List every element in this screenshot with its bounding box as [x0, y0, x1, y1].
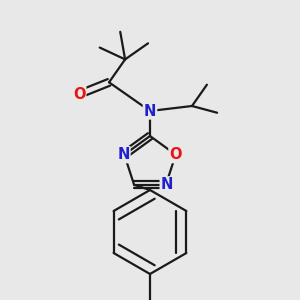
Text: O: O — [73, 87, 85, 102]
Text: N: N — [117, 147, 130, 162]
Text: N: N — [144, 103, 156, 118]
Text: O: O — [169, 147, 182, 162]
Text: N: N — [161, 177, 173, 192]
